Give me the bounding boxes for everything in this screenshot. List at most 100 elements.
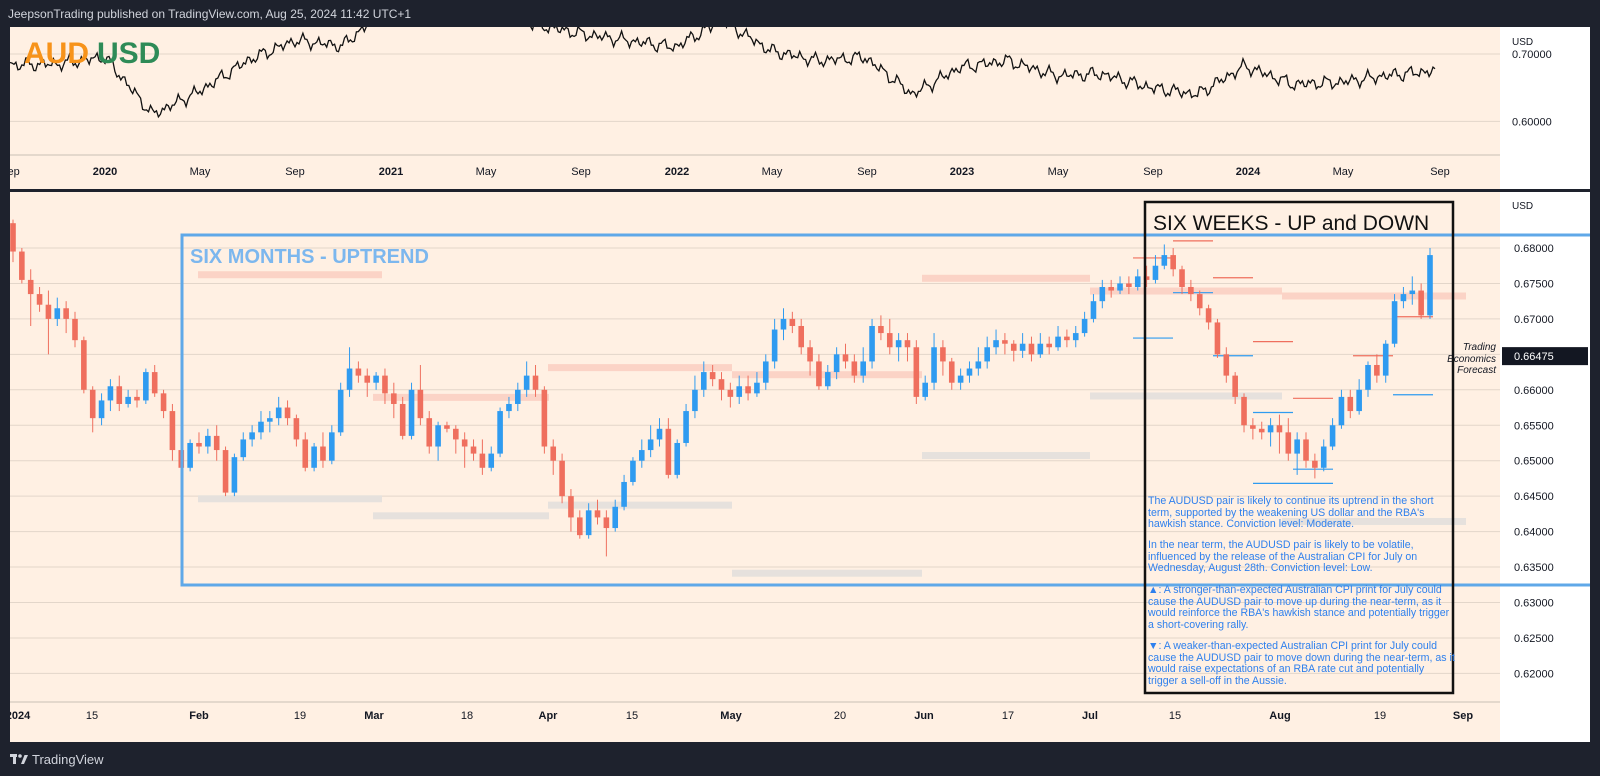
candle[interactable] [45, 290, 52, 355]
candle[interactable] [302, 432, 309, 472]
candle[interactable] [824, 364, 831, 390]
candle[interactable] [1099, 279, 1106, 309]
candle[interactable] [89, 386, 96, 433]
candle[interactable] [213, 425, 220, 461]
candle[interactable] [143, 368, 149, 404]
candle[interactable] [700, 361, 707, 397]
candle[interactable] [1072, 325, 1079, 348]
candle[interactable] [1002, 333, 1008, 355]
candle[interactable] [196, 432, 202, 454]
candle[interactable] [1214, 318, 1221, 358]
candle[interactable] [470, 439, 477, 461]
candle[interactable] [399, 396, 406, 440]
candle[interactable] [984, 336, 990, 369]
candle[interactable] [1391, 294, 1398, 348]
candle[interactable] [1258, 421, 1265, 440]
candle[interactable] [922, 375, 928, 401]
candle[interactable] [532, 364, 539, 397]
candle[interactable] [1010, 340, 1017, 362]
candle[interactable] [630, 457, 636, 486]
candle[interactable] [293, 414, 300, 447]
candle[interactable] [320, 432, 326, 468]
candle[interactable] [621, 474, 627, 511]
candle[interactable] [913, 340, 920, 404]
candle[interactable] [1276, 414, 1283, 454]
overview-chart[interactable]: 0.70000 0.60000 USD Sep 2020 May Sep 2021 May Sep… [0, 0, 1590, 189]
candle[interactable] [683, 403, 689, 447]
candle[interactable] [1152, 255, 1159, 284]
candle[interactable] [807, 340, 813, 376]
overview-panel[interactable]: 0.70000 0.60000 USD Sep 2020 May Sep 2021 May Sep… [0, 0, 1590, 189]
candle[interactable] [1382, 340, 1389, 383]
candle[interactable] [461, 432, 468, 468]
candle[interactable] [1409, 276, 1416, 305]
candle[interactable] [1427, 248, 1433, 319]
candle[interactable] [904, 333, 911, 362]
candle[interactable] [878, 315, 884, 341]
candle[interactable] [1241, 393, 1247, 433]
candle[interactable] [329, 425, 335, 465]
candle[interactable] [479, 439, 486, 475]
candle[interactable] [435, 421, 441, 461]
candle[interactable] [692, 375, 698, 419]
candle[interactable] [1019, 333, 1026, 358]
candle[interactable] [1188, 279, 1194, 302]
candle[interactable] [851, 354, 858, 383]
candle[interactable] [674, 439, 681, 479]
candle[interactable] [1250, 418, 1256, 440]
candle[interactable] [134, 389, 140, 408]
candlestick-chart[interactable]: USD0.680000.675000.670000.665000.660000.… [6, 192, 1600, 742]
candle[interactable] [1400, 286, 1407, 309]
candle[interactable] [258, 411, 264, 440]
candle[interactable] [647, 425, 654, 458]
candle[interactable] [1081, 311, 1088, 337]
candle[interactable] [205, 428, 211, 454]
candle[interactable] [1196, 290, 1203, 316]
candle[interactable] [1267, 418, 1274, 447]
candle[interactable] [1046, 336, 1052, 355]
candle[interactable] [1365, 361, 1371, 397]
candle[interactable] [1320, 439, 1327, 472]
candle[interactable] [426, 411, 433, 454]
candle[interactable] [1232, 372, 1238, 404]
candle[interactable] [267, 411, 273, 433]
candle[interactable] [391, 382, 397, 419]
candle[interactable] [780, 308, 787, 341]
candle[interactable] [1223, 347, 1230, 383]
candle[interactable] [515, 382, 521, 412]
candle[interactable] [993, 329, 999, 355]
candle[interactable] [656, 418, 663, 447]
candle[interactable] [559, 453, 565, 504]
candle[interactable] [222, 446, 229, 497]
candle[interactable] [1338, 389, 1345, 429]
candle[interactable] [1294, 432, 1300, 475]
candle[interactable] [408, 382, 415, 440]
candle[interactable] [497, 407, 503, 458]
candle[interactable] [1205, 304, 1212, 330]
candle[interactable] [364, 368, 371, 397]
candle[interactable] [160, 389, 167, 419]
candle[interactable] [948, 357, 955, 390]
candle[interactable] [151, 364, 158, 397]
candle[interactable] [27, 269, 34, 326]
candle[interactable] [842, 343, 849, 369]
candle[interactable] [833, 347, 840, 380]
candle[interactable] [957, 368, 964, 390]
candle[interactable] [488, 446, 495, 472]
candle[interactable] [125, 389, 131, 408]
candle[interactable] [1037, 333, 1044, 358]
candle[interactable] [1055, 325, 1061, 351]
candle[interactable] [1126, 276, 1132, 295]
candle[interactable] [1108, 279, 1114, 298]
candle[interactable] [1179, 265, 1185, 295]
candle[interactable] [453, 425, 459, 454]
candle[interactable] [1028, 336, 1035, 362]
candle[interactable] [355, 361, 362, 383]
candle[interactable] [72, 311, 78, 348]
candle[interactable] [1161, 244, 1168, 270]
candle[interactable] [346, 347, 353, 397]
candle[interactable] [417, 364, 424, 426]
candle[interactable] [19, 248, 25, 284]
candle[interactable] [612, 499, 619, 532]
candle[interactable] [816, 354, 822, 390]
